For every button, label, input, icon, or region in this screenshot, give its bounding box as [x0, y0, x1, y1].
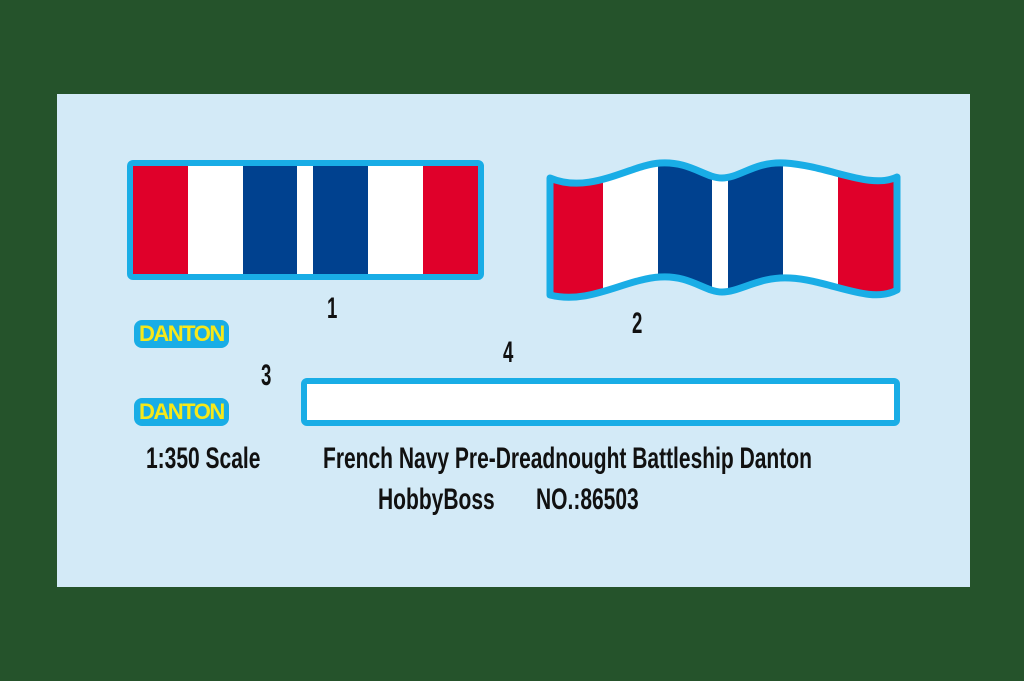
flag1-stripe-white — [297, 166, 313, 274]
brand-label: HobbyBoss — [378, 483, 495, 516]
decal-2-number: 2 — [632, 307, 643, 340]
flag1-stripe-white — [368, 166, 423, 274]
decal-3-name-lower: DANTON — [134, 398, 229, 426]
decal-4-number: 4 — [503, 336, 514, 369]
flag2-stripe-white — [712, 162, 728, 298]
scale-label: 1:350 Scale — [146, 442, 261, 475]
flag1-stripe-red — [423, 166, 478, 274]
flag1-stripe-blue — [313, 166, 368, 274]
decal-3-name-upper: DANTON — [134, 320, 229, 348]
decal-1-flag — [127, 160, 484, 280]
flag2-stripe-red — [838, 162, 897, 298]
decal-3-number: 3 — [261, 359, 272, 392]
decal-1-number: 1 — [327, 292, 338, 325]
flag1-stripe-white — [188, 166, 243, 274]
decal-4-white-bar — [301, 378, 900, 426]
kit-title: French Navy Pre-Dreadnought Battleship D… — [323, 442, 812, 475]
flag2-stripe-red — [550, 162, 603, 298]
flag1-stripe-blue — [243, 166, 297, 274]
flag2-stripe-blue — [728, 162, 783, 298]
model-number: NO.:86503 — [536, 483, 639, 516]
flag1-stripe-red — [133, 166, 188, 274]
flag2-stripe-white — [603, 162, 658, 298]
